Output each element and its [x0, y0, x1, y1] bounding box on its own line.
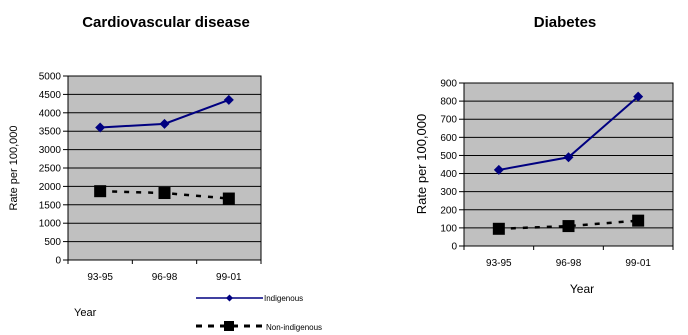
data-point-marker: [562, 220, 575, 233]
y-tick-label: 600: [440, 133, 457, 144]
x-tick-label: 99-01: [625, 258, 651, 269]
legend-indigenous-label: Indigenous: [264, 294, 303, 303]
y-tick-label: 4500: [39, 90, 62, 101]
chart2-x-ticks: 93-95 96-98 99-01: [463, 246, 674, 269]
legend-nonindigenous-marker: [224, 321, 234, 331]
chart2-series: [492, 91, 645, 235]
y-tick-label: 300: [440, 187, 457, 198]
x-tick-label: 96-98: [556, 258, 582, 269]
y-tick-label: 400: [440, 169, 457, 180]
data-point-marker: [633, 91, 644, 102]
cardiovascular-chart: Cardiovascular disease 0 500 1000 1500 2000 2…: [8, 14, 322, 332]
chart1-title: Cardiovascular disease: [82, 14, 250, 31]
data-point-marker: [223, 94, 234, 105]
x-tick-label: 96-98: [152, 272, 178, 283]
data-point-marker: [158, 187, 171, 200]
y-tick-label: 800: [440, 97, 457, 108]
y-tick-label: 2500: [39, 164, 62, 175]
chart1-gridlines: [68, 93, 261, 243]
chart1-series: [94, 94, 235, 205]
y-tick-label: 500: [44, 237, 61, 248]
data-point-marker: [159, 118, 170, 129]
legend-nonindigenous-label: Non-indigenous: [266, 323, 322, 332]
chart1-y-ticks: 0 500 1000 1500 2000 2500 3000 3500 4000 4500 5000: [39, 72, 68, 267]
data-point-marker: [563, 152, 574, 163]
y-tick-label: 1500: [39, 200, 62, 211]
x-tick-label: 93-95: [87, 272, 113, 283]
y-tick-label: 0: [55, 256, 61, 267]
chart1-x-axis-label: Year: [74, 307, 97, 319]
data-point-marker: [222, 192, 235, 205]
data-point-marker: [94, 185, 107, 198]
y-tick-label: 0: [451, 242, 457, 253]
data-point-marker: [95, 122, 106, 133]
y-tick-label: 2000: [39, 182, 62, 193]
y-tick-label: 1000: [39, 219, 62, 230]
y-tick-label: 700: [440, 115, 457, 126]
chart2-title: Diabetes: [534, 14, 597, 31]
data-point-marker: [493, 164, 504, 175]
chart1-y-axis-label: Rate per 100,000: [8, 125, 20, 210]
y-tick-label: 200: [440, 205, 457, 216]
x-tick-label: 99-01: [216, 272, 242, 283]
y-tick-label: 500: [440, 151, 457, 162]
chart2-y-axis-label: Rate per 100,000: [414, 114, 429, 214]
x-tick-label: 93-95: [486, 258, 512, 269]
chart2-x-axis-label: Year: [570, 282, 594, 296]
y-tick-label: 100: [440, 223, 457, 234]
y-tick-label: 3500: [39, 127, 62, 138]
data-point-marker: [492, 222, 505, 235]
chart1-legend: Indigenous Non-indigenous: [196, 294, 322, 332]
y-tick-label: 3000: [39, 145, 62, 156]
data-point-marker: [632, 214, 645, 227]
y-tick-label: 4000: [39, 108, 62, 119]
chart1-x-ticks: 93-95 96-98 99-01: [67, 260, 262, 283]
diabetes-chart: Diabetes 0 100 200 300 400 500 600 700 800 900 93…: [414, 14, 674, 296]
y-tick-label: 5000: [39, 72, 62, 83]
y-tick-label: 900: [440, 79, 457, 90]
chart2-y-ticks: 0 100 200 300 400 500 600 700 800 900: [440, 79, 464, 253]
legend-indigenous-marker: [226, 294, 233, 302]
